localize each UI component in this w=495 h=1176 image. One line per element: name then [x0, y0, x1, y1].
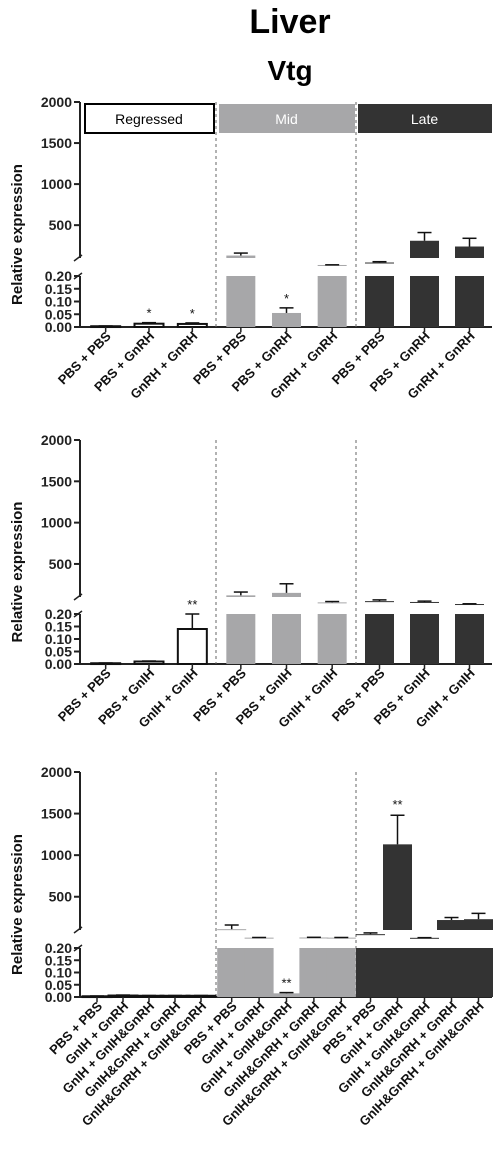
y-tick-label: 2000	[41, 432, 72, 448]
bar-lower-segment	[317, 614, 347, 664]
y-tick-label: 0.15	[45, 281, 72, 297]
bar-lower-segment	[410, 276, 439, 327]
significance-mark: **	[187, 597, 197, 612]
bar-lower-segment	[226, 614, 256, 664]
y-tick-label: 1000	[41, 847, 72, 863]
bar-lower-segment	[326, 948, 356, 997]
bar-upper-segment	[383, 844, 412, 930]
significance-mark: *	[284, 291, 289, 306]
bar-lower-segment	[217, 948, 247, 997]
stage-header-box	[219, 104, 355, 133]
bar-lower-segment	[437, 948, 466, 997]
bar-upper-segment	[226, 255, 256, 258]
bar	[176, 628, 208, 665]
y-tick-label: 1500	[41, 806, 72, 822]
bar-upper-segment	[365, 262, 394, 264]
y-tick-label: 0.10	[45, 965, 72, 981]
bar-upper-segment	[455, 246, 484, 258]
bar-upper-segment	[317, 602, 347, 604]
bar-upper-segment	[365, 601, 394, 603]
bar-lower-segment	[272, 614, 301, 664]
y-tick-label: 0.10	[45, 631, 72, 647]
y-axis-label: Relative expression	[9, 164, 26, 305]
bar-upper-segment	[217, 929, 247, 931]
stage-header-label: Mid	[275, 111, 298, 127]
bar-lower-segment	[365, 614, 394, 664]
y-tick-label: 0.20	[45, 268, 72, 284]
bar-lower-segment	[464, 948, 493, 997]
stage-header-box	[84, 103, 215, 134]
stage-header-label: Regressed	[115, 111, 183, 127]
significance-mark: **	[281, 976, 291, 991]
bar-upper-segment	[272, 592, 301, 597]
y-tick-label: 1000	[41, 176, 72, 192]
y-tick-label: 1500	[41, 473, 72, 489]
bar-lower-segment	[383, 948, 412, 997]
y-tick-label: 1500	[41, 135, 72, 151]
bar-lower-segment	[356, 948, 385, 997]
bar-upper-segment	[437, 920, 466, 930]
bar-lower-segment	[455, 614, 484, 664]
y-tick-label: 0.00	[45, 656, 72, 672]
bar-lower-segment	[410, 948, 439, 997]
axis-break-mark	[73, 593, 83, 601]
y-tick-label: 0.05	[45, 644, 72, 660]
y-axis-label: Relative expression	[9, 834, 26, 975]
bar-lower-segment	[244, 948, 274, 997]
bar-lower-segment	[365, 276, 394, 327]
y-tick-label: 2000	[41, 764, 72, 780]
axis-break-mark	[73, 926, 83, 934]
stage-header-label: Late	[411, 111, 438, 127]
y-tick-label: 0.15	[45, 619, 72, 635]
significance-mark: *	[190, 306, 195, 321]
bar-upper-segment	[356, 934, 385, 936]
panel-2: 500 1000 1500 2000 0.000.050.100.150.20 Relat…	[9, 432, 492, 731]
y-tick-label: 0.20	[45, 606, 72, 622]
panel-3: 500 1000 1500 2000 0.000.050.100.150.20 Relat…	[9, 764, 493, 1129]
bar-lower-segment	[410, 614, 439, 664]
stage-header-box	[358, 104, 492, 133]
chart-panels: 5001000150020000.000.050.100.150.20Relat…	[9, 94, 493, 1129]
axis-break-mark	[73, 254, 83, 262]
bar	[272, 993, 301, 997]
y-tick-label: 0.20	[45, 940, 72, 956]
bar-lower-segment	[226, 276, 256, 327]
significance-mark: **	[392, 797, 402, 812]
y-axis-label: Relative expression	[9, 502, 26, 643]
y-tick-label: 2000	[41, 94, 72, 110]
y-tick-label: 0.05	[45, 977, 72, 993]
bar-lower-segment	[455, 276, 484, 327]
bar-lower-segment	[317, 276, 347, 327]
y-tick-label: 0.00	[45, 319, 72, 335]
y-tick-label: 1000	[41, 515, 72, 531]
y-tick-label: 0.05	[45, 306, 72, 322]
significance-mark: *	[146, 306, 151, 321]
y-tick-label: 0.00	[45, 989, 72, 1005]
figure-subtitle: Vtg	[267, 55, 312, 86]
bar-upper-segment	[410, 601, 439, 603]
y-tick-label: 0.10	[45, 294, 72, 310]
bar	[272, 312, 301, 327]
bar-upper-segment	[410, 240, 439, 258]
bar-lower-segment	[299, 948, 329, 997]
figure-title: Liver	[249, 3, 330, 41]
y-tick-label: 500	[49, 217, 73, 233]
bar-upper-segment	[226, 595, 256, 597]
y-tick-label: 500	[49, 556, 73, 572]
bar	[133, 322, 165, 328]
panel-1: 500 1000 1500 2000 0.000.050.100.150.20 Relat…	[9, 94, 492, 402]
bar	[133, 660, 165, 665]
y-tick-label: 0.15	[45, 952, 72, 968]
bar-upper-segment	[464, 919, 493, 930]
y-tick-label: 500	[49, 889, 73, 905]
bar	[176, 322, 208, 329]
